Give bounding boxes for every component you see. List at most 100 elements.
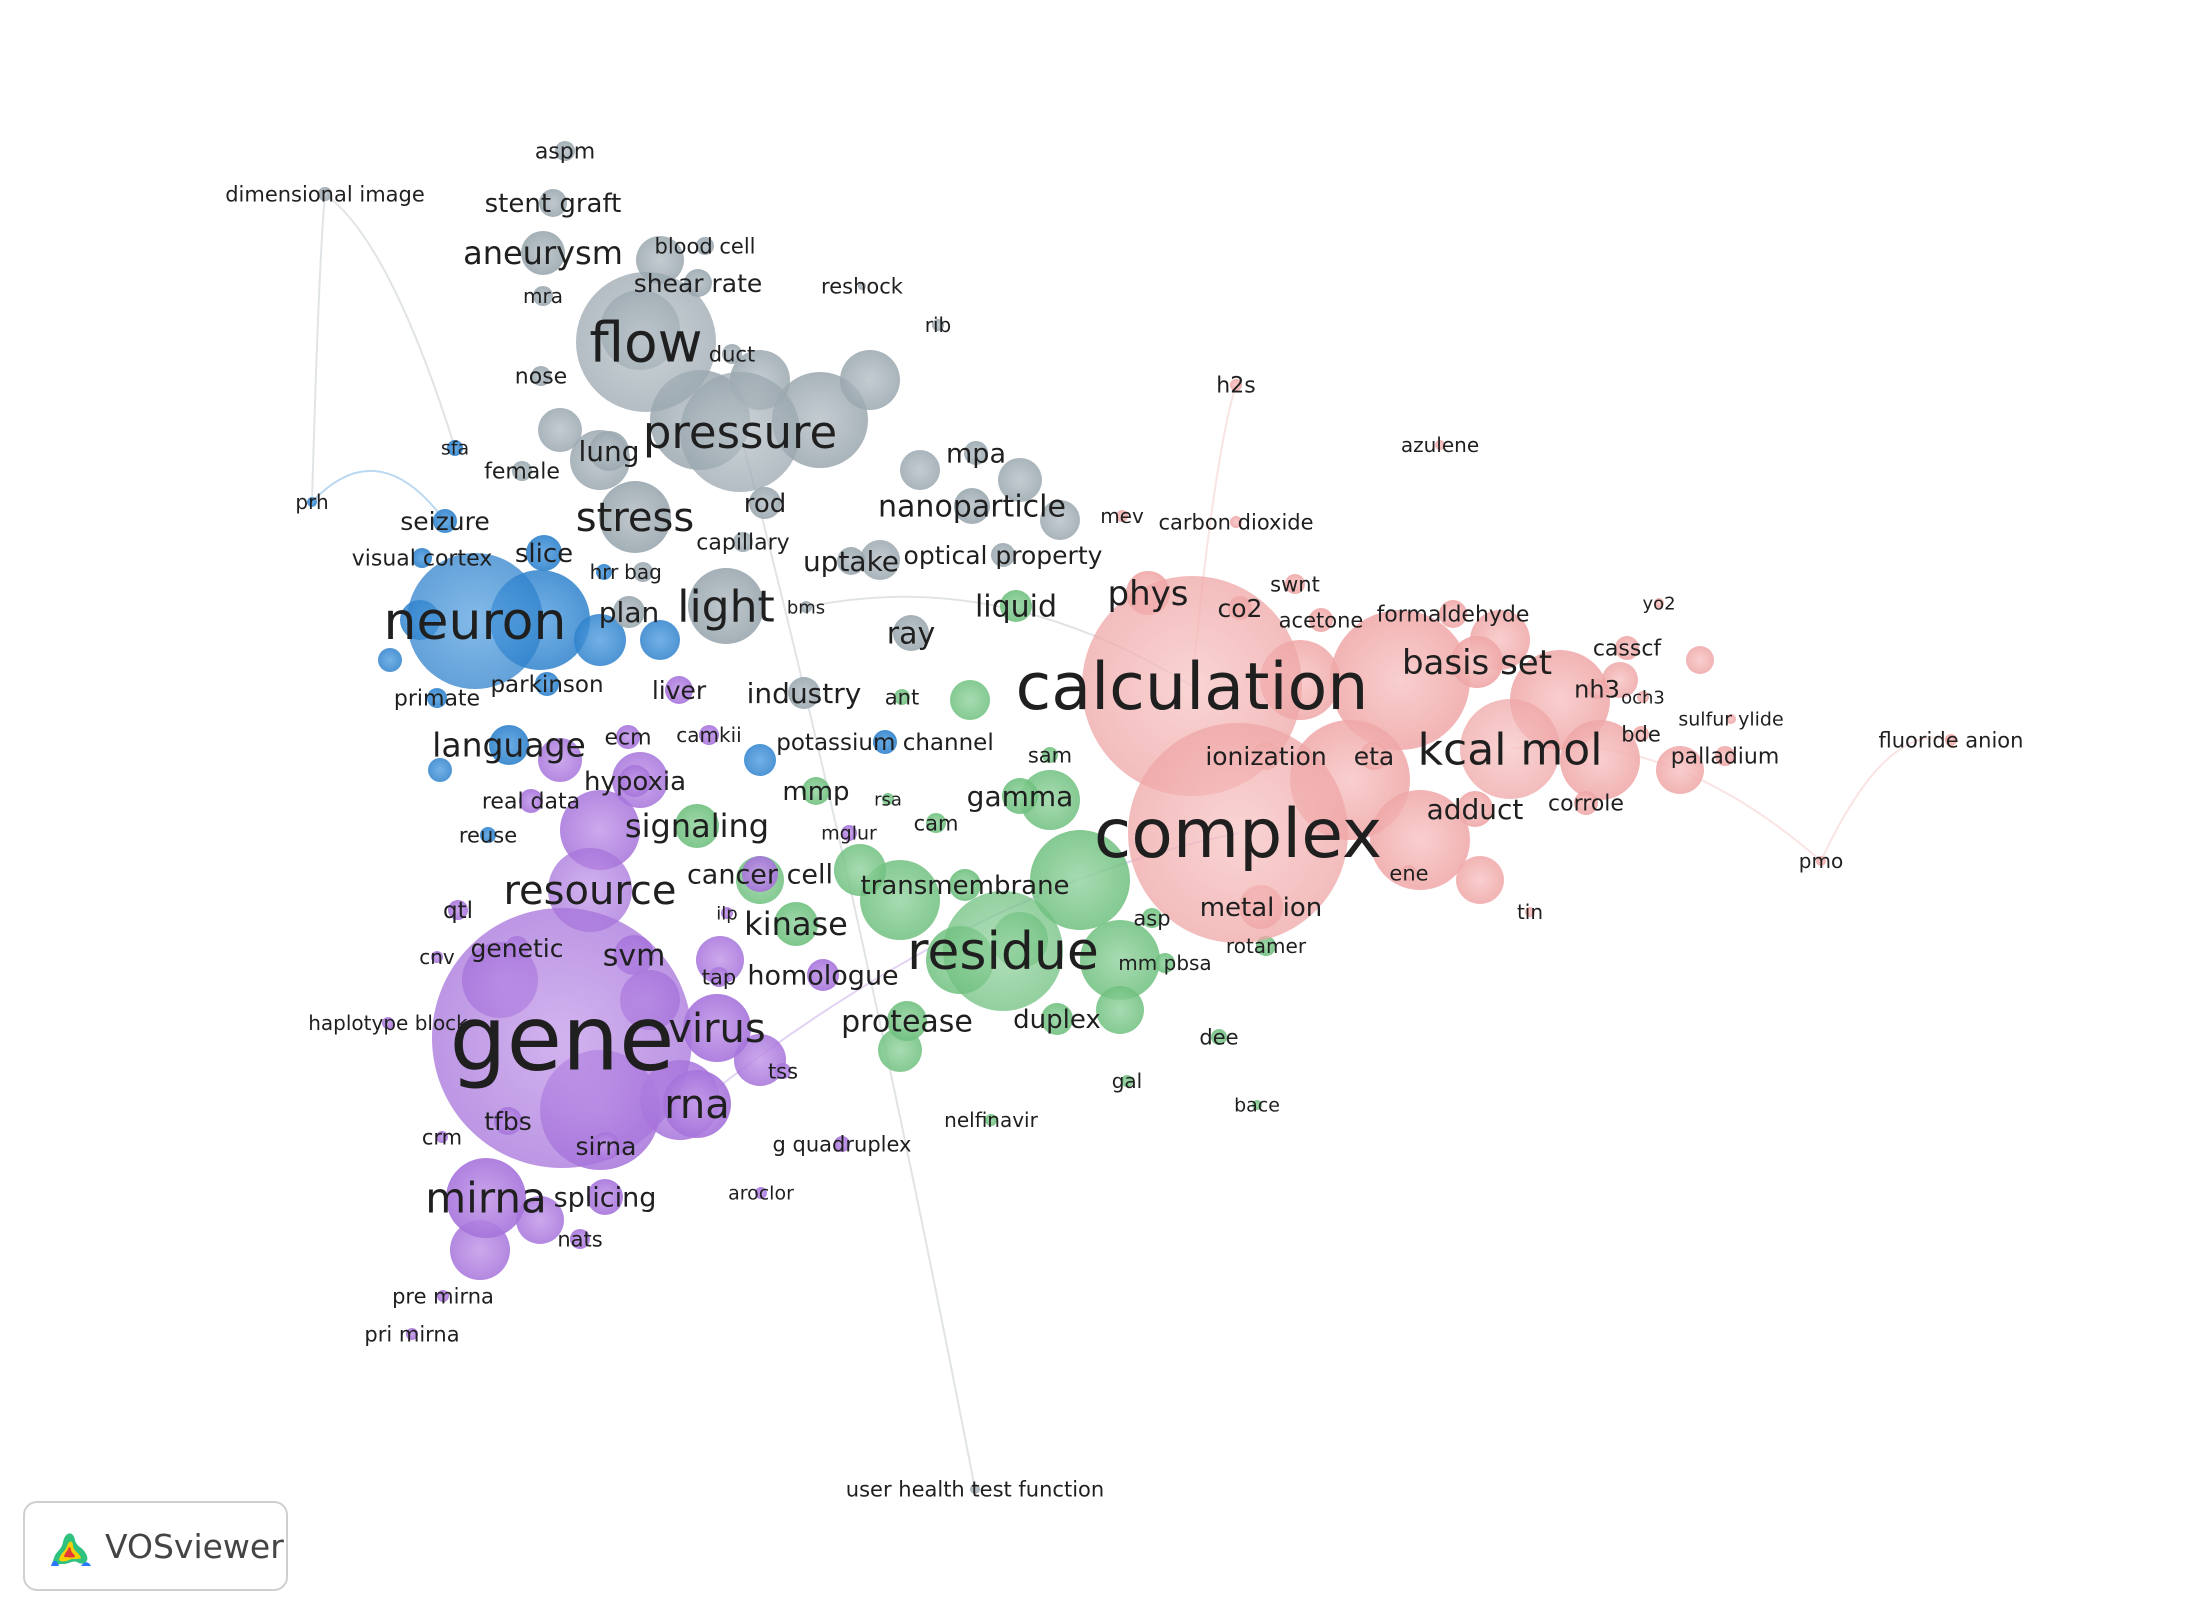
term-label[interactable]: residue xyxy=(907,922,1099,982)
term-label[interactable]: aspm xyxy=(535,140,595,165)
term-label[interactable]: mm pbsa xyxy=(1118,951,1211,975)
term-bubble[interactable] xyxy=(774,902,818,946)
term-bubble[interactable] xyxy=(663,1070,731,1138)
term-bubble[interactable] xyxy=(1042,747,1058,763)
term-label[interactable]: corrole xyxy=(1548,792,1624,817)
term-bubble[interactable] xyxy=(943,891,1063,1011)
term-bubble[interactable] xyxy=(1128,723,1348,943)
term-bubble[interactable] xyxy=(526,535,562,571)
term-label[interactable]: ene xyxy=(1389,861,1428,885)
term-bubble[interactable] xyxy=(882,793,894,805)
term-bubble[interactable] xyxy=(1574,791,1598,815)
term-label[interactable]: shear rate xyxy=(634,269,763,298)
term-label[interactable]: splicing xyxy=(554,1182,657,1213)
term-label[interactable]: homologue xyxy=(747,960,898,991)
term-label[interactable]: rotamer xyxy=(1226,934,1307,958)
term-bubble[interactable] xyxy=(949,869,981,901)
term-label[interactable]: asp xyxy=(1133,906,1170,930)
term-label[interactable]: complex xyxy=(1094,795,1382,874)
term-bubble[interactable] xyxy=(619,765,651,797)
term-label[interactable]: casscf xyxy=(1593,637,1663,662)
term-label[interactable]: genetic xyxy=(471,934,564,963)
term-label[interactable]: liver xyxy=(652,676,707,705)
term-bubble[interactable] xyxy=(858,282,866,290)
term-bubble[interactable] xyxy=(709,967,729,987)
term-label[interactable]: g quadruplex xyxy=(773,1132,912,1156)
term-bubble[interactable] xyxy=(489,725,529,765)
term-bubble[interactable] xyxy=(633,562,653,582)
term-bubble[interactable] xyxy=(1155,953,1175,973)
term-label[interactable]: signaling xyxy=(625,807,769,845)
term-label[interactable]: haplotype block xyxy=(308,1011,468,1035)
term-bubble[interactable] xyxy=(307,497,317,507)
term-label[interactable]: gene xyxy=(450,987,675,1092)
term-label[interactable]: visual cortex xyxy=(352,547,493,572)
term-bubble[interactable] xyxy=(964,441,988,465)
term-label[interactable]: optical property xyxy=(904,541,1103,570)
term-label[interactable]: bms xyxy=(787,597,825,618)
term-bubble[interactable] xyxy=(802,777,830,805)
term-label[interactable]: potassium channel xyxy=(776,730,993,756)
term-bubble[interactable] xyxy=(1654,598,1664,608)
term-bubble[interactable] xyxy=(436,1131,448,1143)
term-bubble[interactable] xyxy=(1142,908,1162,928)
term-bubble[interactable] xyxy=(1309,608,1333,632)
term-bubble[interactable] xyxy=(800,601,812,613)
term-bubble[interactable] xyxy=(1401,865,1417,881)
term-label[interactable]: svm xyxy=(603,939,666,974)
term-label[interactable]: user health test function xyxy=(846,1477,1104,1501)
term-label[interactable]: reshock xyxy=(821,274,904,298)
term-label[interactable]: ilp xyxy=(716,903,737,924)
term-bubble[interactable] xyxy=(1116,510,1128,522)
term-label[interactable]: aroclor xyxy=(728,1183,794,1205)
term-bubble[interactable] xyxy=(807,959,839,991)
term-label[interactable]: slice xyxy=(515,539,573,569)
term-bubble[interactable] xyxy=(932,319,944,331)
term-label[interactable]: mpa xyxy=(946,438,1006,469)
term-label[interactable]: light xyxy=(677,581,775,632)
term-label[interactable]: mirna xyxy=(425,1174,546,1223)
term-label[interactable]: plan xyxy=(599,596,659,629)
term-label[interactable]: industry xyxy=(747,677,862,710)
term-bubble[interactable] xyxy=(837,547,865,575)
term-label[interactable]: mglur xyxy=(821,823,877,845)
term-label[interactable]: tin xyxy=(1517,900,1543,924)
term-label[interactable]: nose xyxy=(515,365,567,390)
term-bubble[interactable] xyxy=(775,1063,791,1079)
term-label[interactable]: real data xyxy=(482,790,580,815)
term-label[interactable]: dee xyxy=(1199,1025,1238,1049)
term-label[interactable]: eta xyxy=(1354,742,1395,771)
term-label[interactable]: primate xyxy=(394,687,480,712)
term-bubble[interactable] xyxy=(675,804,719,848)
term-bubble[interactable] xyxy=(1002,778,1038,814)
term-bubble[interactable] xyxy=(480,827,496,843)
term-label[interactable]: lung xyxy=(578,435,639,468)
term-bubble[interactable] xyxy=(616,725,640,749)
term-label[interactable]: hrr xyxy=(590,560,620,584)
term-label[interactable]: tss xyxy=(768,1059,798,1083)
term-label[interactable]: sam xyxy=(1028,743,1072,767)
term-bubble[interactable] xyxy=(531,366,551,386)
term-bubble[interactable] xyxy=(407,553,543,689)
term-bubble[interactable] xyxy=(887,1001,927,1041)
term-bubble[interactable] xyxy=(1637,691,1649,703)
term-label[interactable]: sulfur ylide xyxy=(1678,709,1783,731)
term-label[interactable]: language xyxy=(432,726,586,765)
term-bubble[interactable] xyxy=(1285,574,1305,594)
term-bubble[interactable] xyxy=(535,672,559,696)
term-label[interactable]: phys xyxy=(1108,574,1189,614)
term-bubble[interactable] xyxy=(926,813,946,833)
term-bubble[interactable] xyxy=(755,1187,767,1199)
term-bubble[interactable] xyxy=(985,1114,997,1126)
term-bubble[interactable] xyxy=(873,730,897,754)
term-bubble[interactable] xyxy=(1633,726,1649,742)
term-bubble[interactable] xyxy=(596,564,612,580)
term-bubble[interactable] xyxy=(521,231,565,275)
term-bubble[interactable] xyxy=(382,1017,394,1029)
vosviewer-logo-badge[interactable]: VOSviewer xyxy=(23,1501,288,1591)
term-label[interactable]: metal ion xyxy=(1200,893,1323,923)
term-bubble[interactable] xyxy=(1525,907,1535,917)
term-bubble[interactable] xyxy=(555,141,575,161)
term-bubble[interactable] xyxy=(733,532,753,552)
term-label[interactable]: calculation xyxy=(1016,650,1369,725)
